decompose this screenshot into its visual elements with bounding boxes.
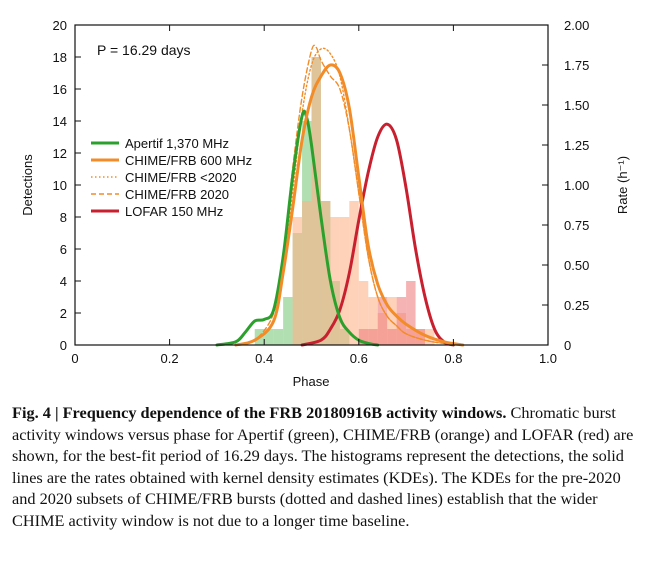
- y-tick-label-right: 1.75: [564, 58, 589, 73]
- legend: Apertif 1,370 MHz CHIME/FRB 600 MHz CHIME/…: [91, 136, 252, 219]
- legend-label: CHIME/FRB 2020: [125, 187, 229, 202]
- histogram-bar: [311, 57, 321, 345]
- y-tick-label-right: 0.50: [564, 258, 589, 273]
- y-axis-label-right: Rate (h⁻¹): [615, 156, 630, 214]
- axes-layer: 0 0.2 0.4 0.6 0.8 1.00246810121416182000.250.…: [53, 18, 590, 366]
- legend-label: LOFAR 150 MHz: [125, 204, 223, 219]
- y-tick-label-right: 0.25: [564, 298, 589, 313]
- kde-line: [215, 109, 380, 347]
- histogram-bar: [406, 281, 416, 345]
- histogram-bar: [330, 217, 340, 345]
- y-tick-label-left: 6: [60, 242, 67, 257]
- histogram-bar: [368, 297, 378, 345]
- x-tick-label: 0.8: [444, 351, 462, 366]
- histogram-bar: [292, 217, 303, 345]
- histogram-bar: [387, 329, 397, 345]
- y-tick-label-left: 12: [53, 146, 67, 161]
- figure-caption: Fig. 4 | Frequency dependence of the FRB…: [12, 402, 647, 532]
- y-tick-label-right: 1.50: [564, 98, 589, 113]
- histogram-bar: [302, 201, 312, 345]
- y-tick-label-right: 1.00: [564, 178, 589, 193]
- y-axis-label-left: Detections: [20, 154, 35, 216]
- histogram-bar: [339, 217, 350, 345]
- x-tick-label: 0: [71, 351, 78, 366]
- histogram-bar: [349, 201, 359, 345]
- kde-line: [300, 122, 455, 347]
- histogram-bar: [377, 297, 388, 345]
- caption-body: Chromatic burst activity windows versus …: [12, 403, 634, 530]
- histogram-bar: [283, 297, 293, 345]
- y-tick-label-left: 10: [53, 178, 67, 193]
- histogram-bar: [320, 201, 331, 345]
- y-tick-label-left: 14: [53, 114, 67, 129]
- legend-label: CHIME/FRB <2020: [125, 170, 237, 185]
- histogram-bar: [273, 329, 284, 345]
- y-tick-label-right: 0.75: [564, 218, 589, 233]
- histogram-bar: [368, 329, 378, 345]
- caption-title: Fig. 4 | Frequency dependence of the FRB…: [12, 403, 507, 422]
- x-axis-label: Phase: [293, 374, 330, 389]
- y-tick-label-left: 18: [53, 50, 67, 65]
- x-tick-label: 1.0: [539, 351, 557, 366]
- kde-lines-layer: [215, 44, 465, 347]
- y-tick-label-right: 2.00: [564, 18, 589, 33]
- histogram-bar: [358, 281, 369, 345]
- x-tick-label: 0.2: [161, 351, 179, 366]
- kde-line: [235, 47, 464, 346]
- kde-line: [234, 63, 465, 347]
- x-tick-label: 0.4: [255, 351, 273, 366]
- frequency-activity-chart: 0 0.2 0.4 0.6 0.8 1.00246810121416182000.250.…: [20, 18, 630, 389]
- legend-label: CHIME/FRB 600 MHz: [125, 153, 252, 168]
- y-tick-label-right: 1.25: [564, 138, 589, 153]
- histogram-bar: [415, 329, 426, 345]
- y-tick-label-left: 4: [60, 274, 67, 289]
- y-tick-label-left: 2: [60, 306, 67, 321]
- y-tick-label-right: 0: [564, 338, 571, 353]
- y-tick-label-left: 20: [53, 18, 67, 33]
- y-tick-label-left: 8: [60, 210, 67, 225]
- legend-label: Apertif 1,370 MHz: [125, 136, 229, 151]
- histogram-bar: [358, 329, 369, 345]
- period-annotation: P = 16.29 days: [97, 42, 191, 58]
- x-tick-label: 0.6: [350, 351, 368, 366]
- y-tick-label-left: 16: [53, 82, 67, 97]
- histogram-bar: [264, 329, 274, 345]
- y-tick-label-left: 0: [60, 338, 67, 353]
